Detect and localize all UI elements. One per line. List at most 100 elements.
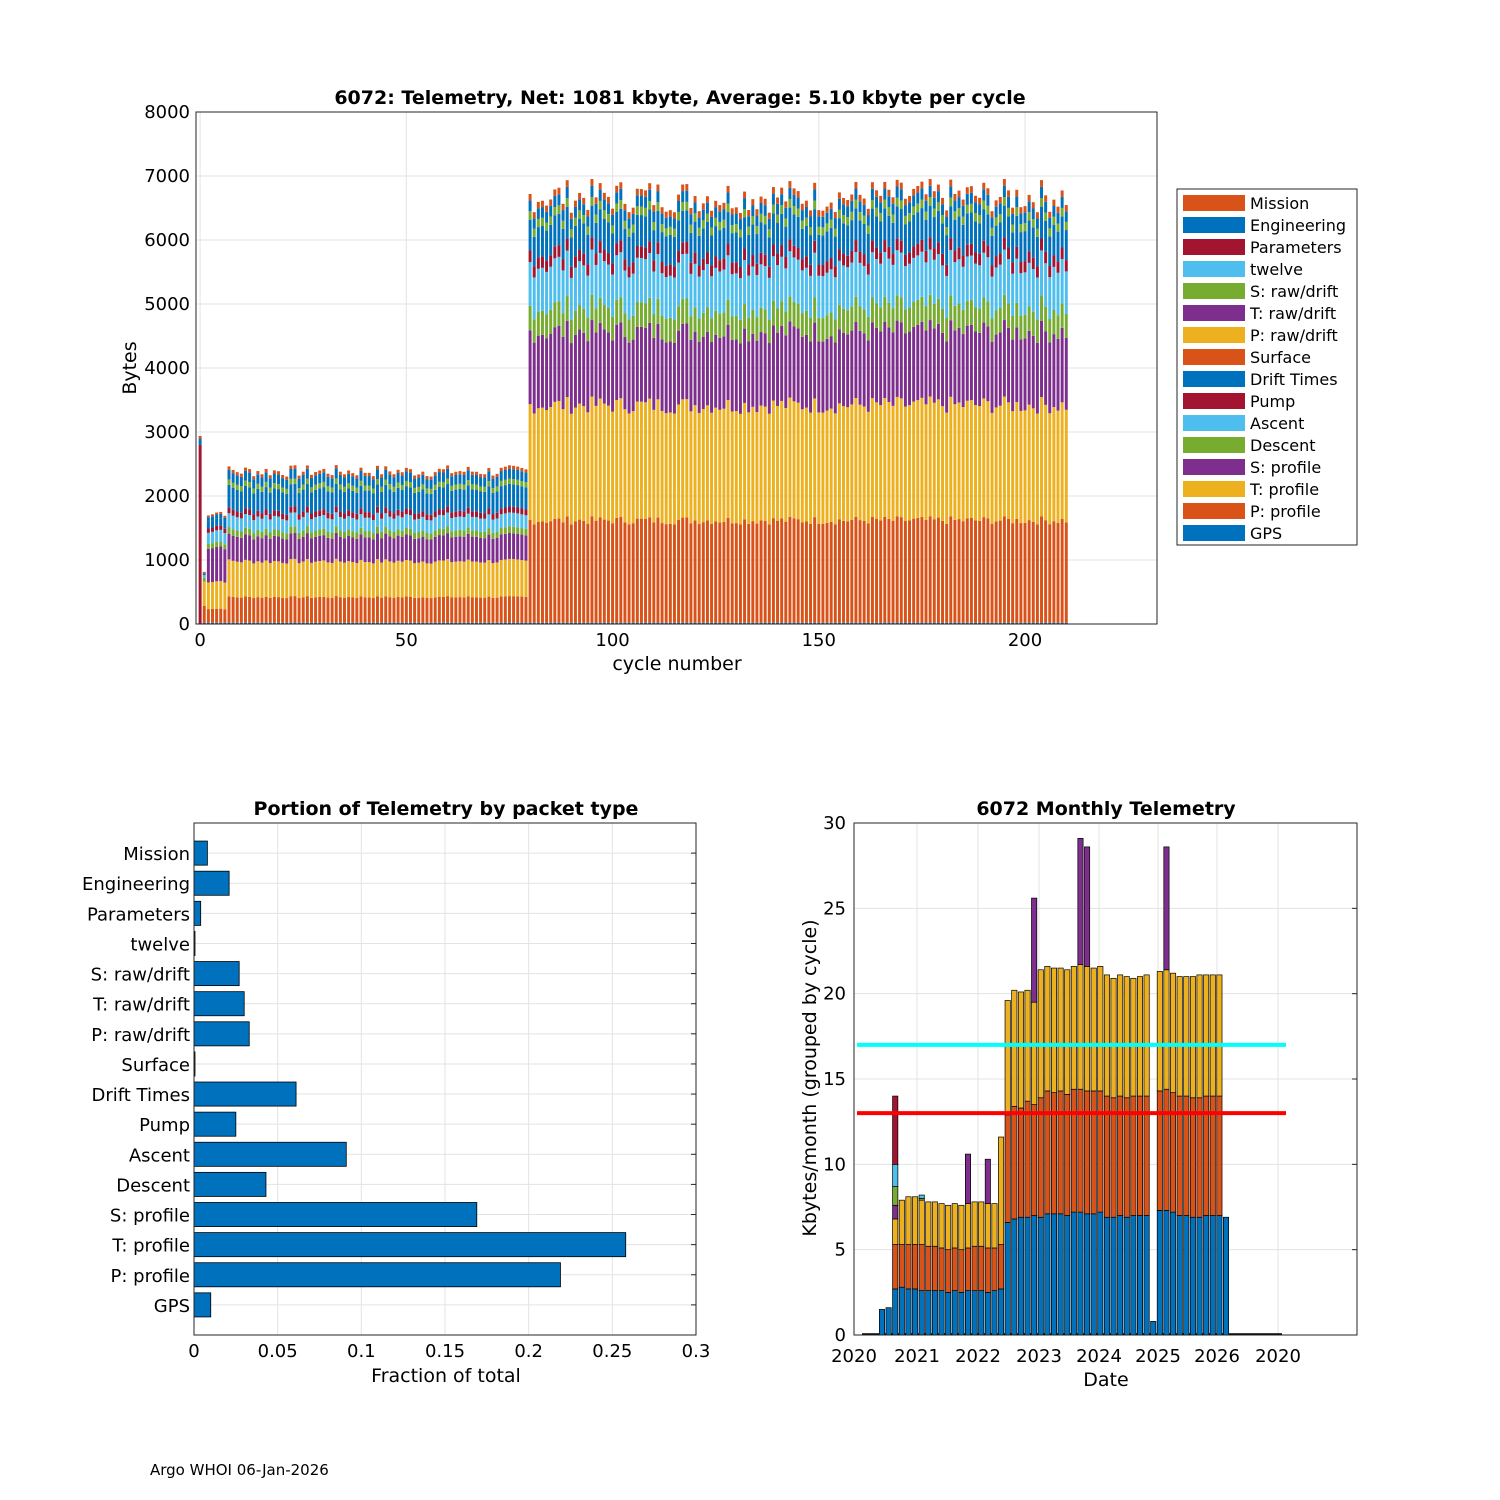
chart1-bar-segment <box>788 516 792 623</box>
chart1-bar-segment <box>941 223 945 254</box>
chart1-bar-segment <box>479 477 483 487</box>
chart1-bar-segment <box>656 254 660 299</box>
chart1-bar-segment <box>714 217 718 227</box>
chart1-legend-swatch <box>1183 371 1245 387</box>
chart1-bar-segment <box>932 328 936 403</box>
chart1-bar-segment <box>293 533 297 559</box>
chart1-bar-segment <box>375 559 379 597</box>
chart3-title: 6072 Monthly Telemetry <box>976 798 1236 820</box>
chart1-bar-segment <box>842 406 846 521</box>
chart1-bar-segment <box>417 538 421 563</box>
chart1-bar-segment <box>854 516 858 623</box>
chart1-bar-segment <box>726 243 730 256</box>
chart1-bar-segment <box>899 622 903 624</box>
chart1-legend-swatch <box>1183 327 1245 343</box>
chart3-bar-segment <box>1103 974 1110 1097</box>
chart1-bar-segment <box>710 210 714 217</box>
chart1-bar-segment <box>656 517 660 623</box>
chart1-bar-segment <box>734 315 738 340</box>
chart1-bar-segment <box>334 478 338 484</box>
chart1-bar-segment <box>297 563 301 598</box>
chart1-bar-segment <box>817 523 821 623</box>
chart1-bar-segment <box>891 520 895 623</box>
chart1-bar-segment <box>590 249 594 295</box>
chart1-bar-segment <box>639 195 643 207</box>
chart1-bar-segment <box>908 213 912 222</box>
chart1-bar-segment <box>1040 198 1043 207</box>
chart1-bar-segment <box>454 561 458 598</box>
chart1-bar-segment <box>215 608 219 623</box>
chart1-bar-segment <box>846 267 850 311</box>
chart1-bar-segment <box>380 538 384 563</box>
chart1-bar-segment <box>903 224 907 255</box>
chart1-bar-segment <box>495 518 499 532</box>
chart1-bar-segment <box>1015 246 1019 259</box>
chart1-bar-segment <box>1023 261 1027 273</box>
chart1-bar-segment <box>969 192 973 204</box>
chart1-bar-segment <box>1052 266 1056 311</box>
chart1-bar-segment <box>833 228 837 237</box>
chart1-bar-segment <box>524 482 528 488</box>
chart1-bar-segment <box>1044 220 1048 252</box>
chart1-bar-segment <box>549 199 553 206</box>
chart1-bar-segment <box>268 487 272 493</box>
chart1-bar-segment <box>850 220 854 251</box>
chart1-legend-swatch <box>1183 503 1245 519</box>
chart1-bar-segment <box>384 507 388 514</box>
chart1-bar-segment <box>454 530 458 537</box>
chart1-bar-segment <box>817 216 821 227</box>
chart1-bar-segment <box>833 319 837 343</box>
chart3-bar-segment <box>971 1290 978 1336</box>
chart1-legend-label: T: profile <box>1249 480 1319 499</box>
chart1-bar-segment <box>458 536 462 562</box>
chart1-bar-segment <box>264 622 268 624</box>
chart1-bar-segment <box>252 539 256 564</box>
chart1-bar-segment <box>338 516 342 531</box>
chart1-bar-segment <box>532 622 536 624</box>
chart1-bar-segment <box>1052 225 1056 256</box>
chart1-bar-segment <box>310 513 313 520</box>
chart1-bar-segment <box>763 521 767 623</box>
chart1-bar-segment <box>474 622 478 624</box>
chart1-bar-segment <box>573 622 577 624</box>
chart1-bar-segment <box>602 261 606 305</box>
chart1-bar-segment <box>982 189 986 201</box>
chart1-bar-segment <box>330 478 334 488</box>
chart1-bar-segment <box>384 527 388 534</box>
chart1-bar-segment <box>846 622 850 624</box>
chart1-bar-segment <box>672 266 676 278</box>
chart1-bar-segment <box>780 301 784 326</box>
chart1-bar-segment <box>1056 272 1060 316</box>
chart1-bar-segment <box>854 208 858 241</box>
chart1-bar-segment <box>528 219 532 251</box>
chart1-bar-segment <box>1052 310 1056 335</box>
chart1-bar-segment <box>738 229 742 238</box>
chart3-bar-segment <box>892 1288 899 1336</box>
chart1-bar-segment <box>507 506 511 513</box>
chart1-bar-segment <box>1011 224 1015 233</box>
chart1-bar-segment <box>759 222 763 253</box>
chart1-bar-segment <box>672 277 676 320</box>
chart1-bar-segment <box>788 296 792 322</box>
chart1-bar-segment <box>842 332 846 407</box>
chart1-bar-segment <box>590 294 594 321</box>
chart1-bar-segment <box>384 533 388 560</box>
chart1-bar-segment <box>1023 212 1027 223</box>
chart1-bar-segment <box>689 523 693 623</box>
chart1-bar-segment <box>479 537 483 563</box>
chart1-bar-segment <box>305 512 309 527</box>
chart1-bar-segment <box>821 412 825 524</box>
chart1-bar-segment <box>879 202 883 214</box>
chart3-bar-segment <box>1189 976 1196 1099</box>
chart1-bar-segment <box>281 487 285 493</box>
chart3-bar-segment <box>1077 1088 1084 1213</box>
chart1-bar-segment <box>359 514 363 528</box>
chart1-bar-segment <box>375 469 379 480</box>
chart1-bar-segment <box>545 260 549 272</box>
chart1-bar-segment <box>693 405 697 521</box>
chart1-bar-segment <box>491 519 495 533</box>
chart1-bar-segment <box>1023 314 1027 339</box>
chart1-bar-segment <box>330 487 334 493</box>
chart1-bar-segment <box>619 297 623 323</box>
chart1-bar-segment <box>862 622 866 624</box>
